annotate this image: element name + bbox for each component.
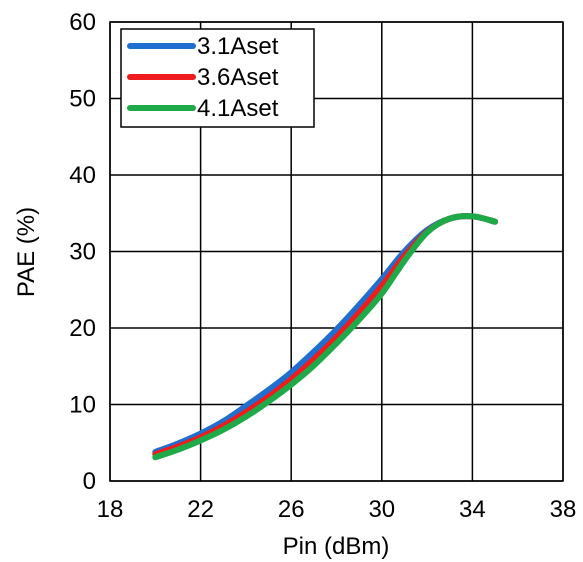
series-layer (152, 213, 499, 461)
y-tick-label: 40 (69, 162, 96, 189)
y-tick-label: 50 (69, 86, 96, 113)
plot-frame (109, 21, 564, 482)
x-axis-label: Pin (dBm) (283, 533, 390, 560)
legend-label: 4.1Aset (197, 95, 279, 122)
x-tick-label: 30 (368, 496, 395, 523)
y-tick-label: 60 (69, 9, 96, 36)
y-tick-labels: 0 10 20 30 40 50 60 (69, 9, 96, 495)
x-tick-label: 38 (550, 496, 577, 523)
legend-label: 3.6Aset (197, 64, 279, 91)
x-tick-label: 18 (97, 496, 124, 523)
x-tick-label: 34 (459, 496, 486, 523)
legend-label: 3.1Aset (197, 33, 279, 60)
y-tick-label: 30 (69, 239, 96, 266)
legend: 3.1Aset 3.6Aset 4.1Aset (120, 28, 315, 128)
x-tick-labels: 18 22 26 30 34 38 (97, 496, 577, 523)
x-tick-label: 26 (278, 496, 305, 523)
x-tick-label: 22 (187, 496, 214, 523)
y-tick-label: 10 (69, 392, 96, 419)
y-tick-label: 0 (83, 468, 96, 495)
y-tick-label: 20 (69, 315, 96, 342)
y-axis-label: PAE (%) (13, 207, 40, 297)
series-line (152, 213, 499, 461)
